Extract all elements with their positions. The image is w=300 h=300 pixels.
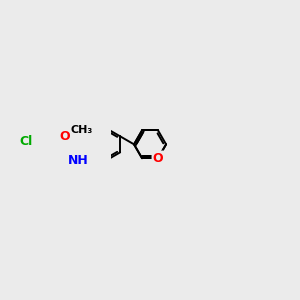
Text: O: O: [59, 130, 70, 143]
Text: CH₃: CH₃: [70, 125, 93, 135]
Text: Cl: Cl: [20, 135, 33, 148]
Text: NH: NH: [68, 154, 89, 167]
Text: O: O: [153, 152, 164, 165]
Text: O: O: [153, 152, 164, 165]
